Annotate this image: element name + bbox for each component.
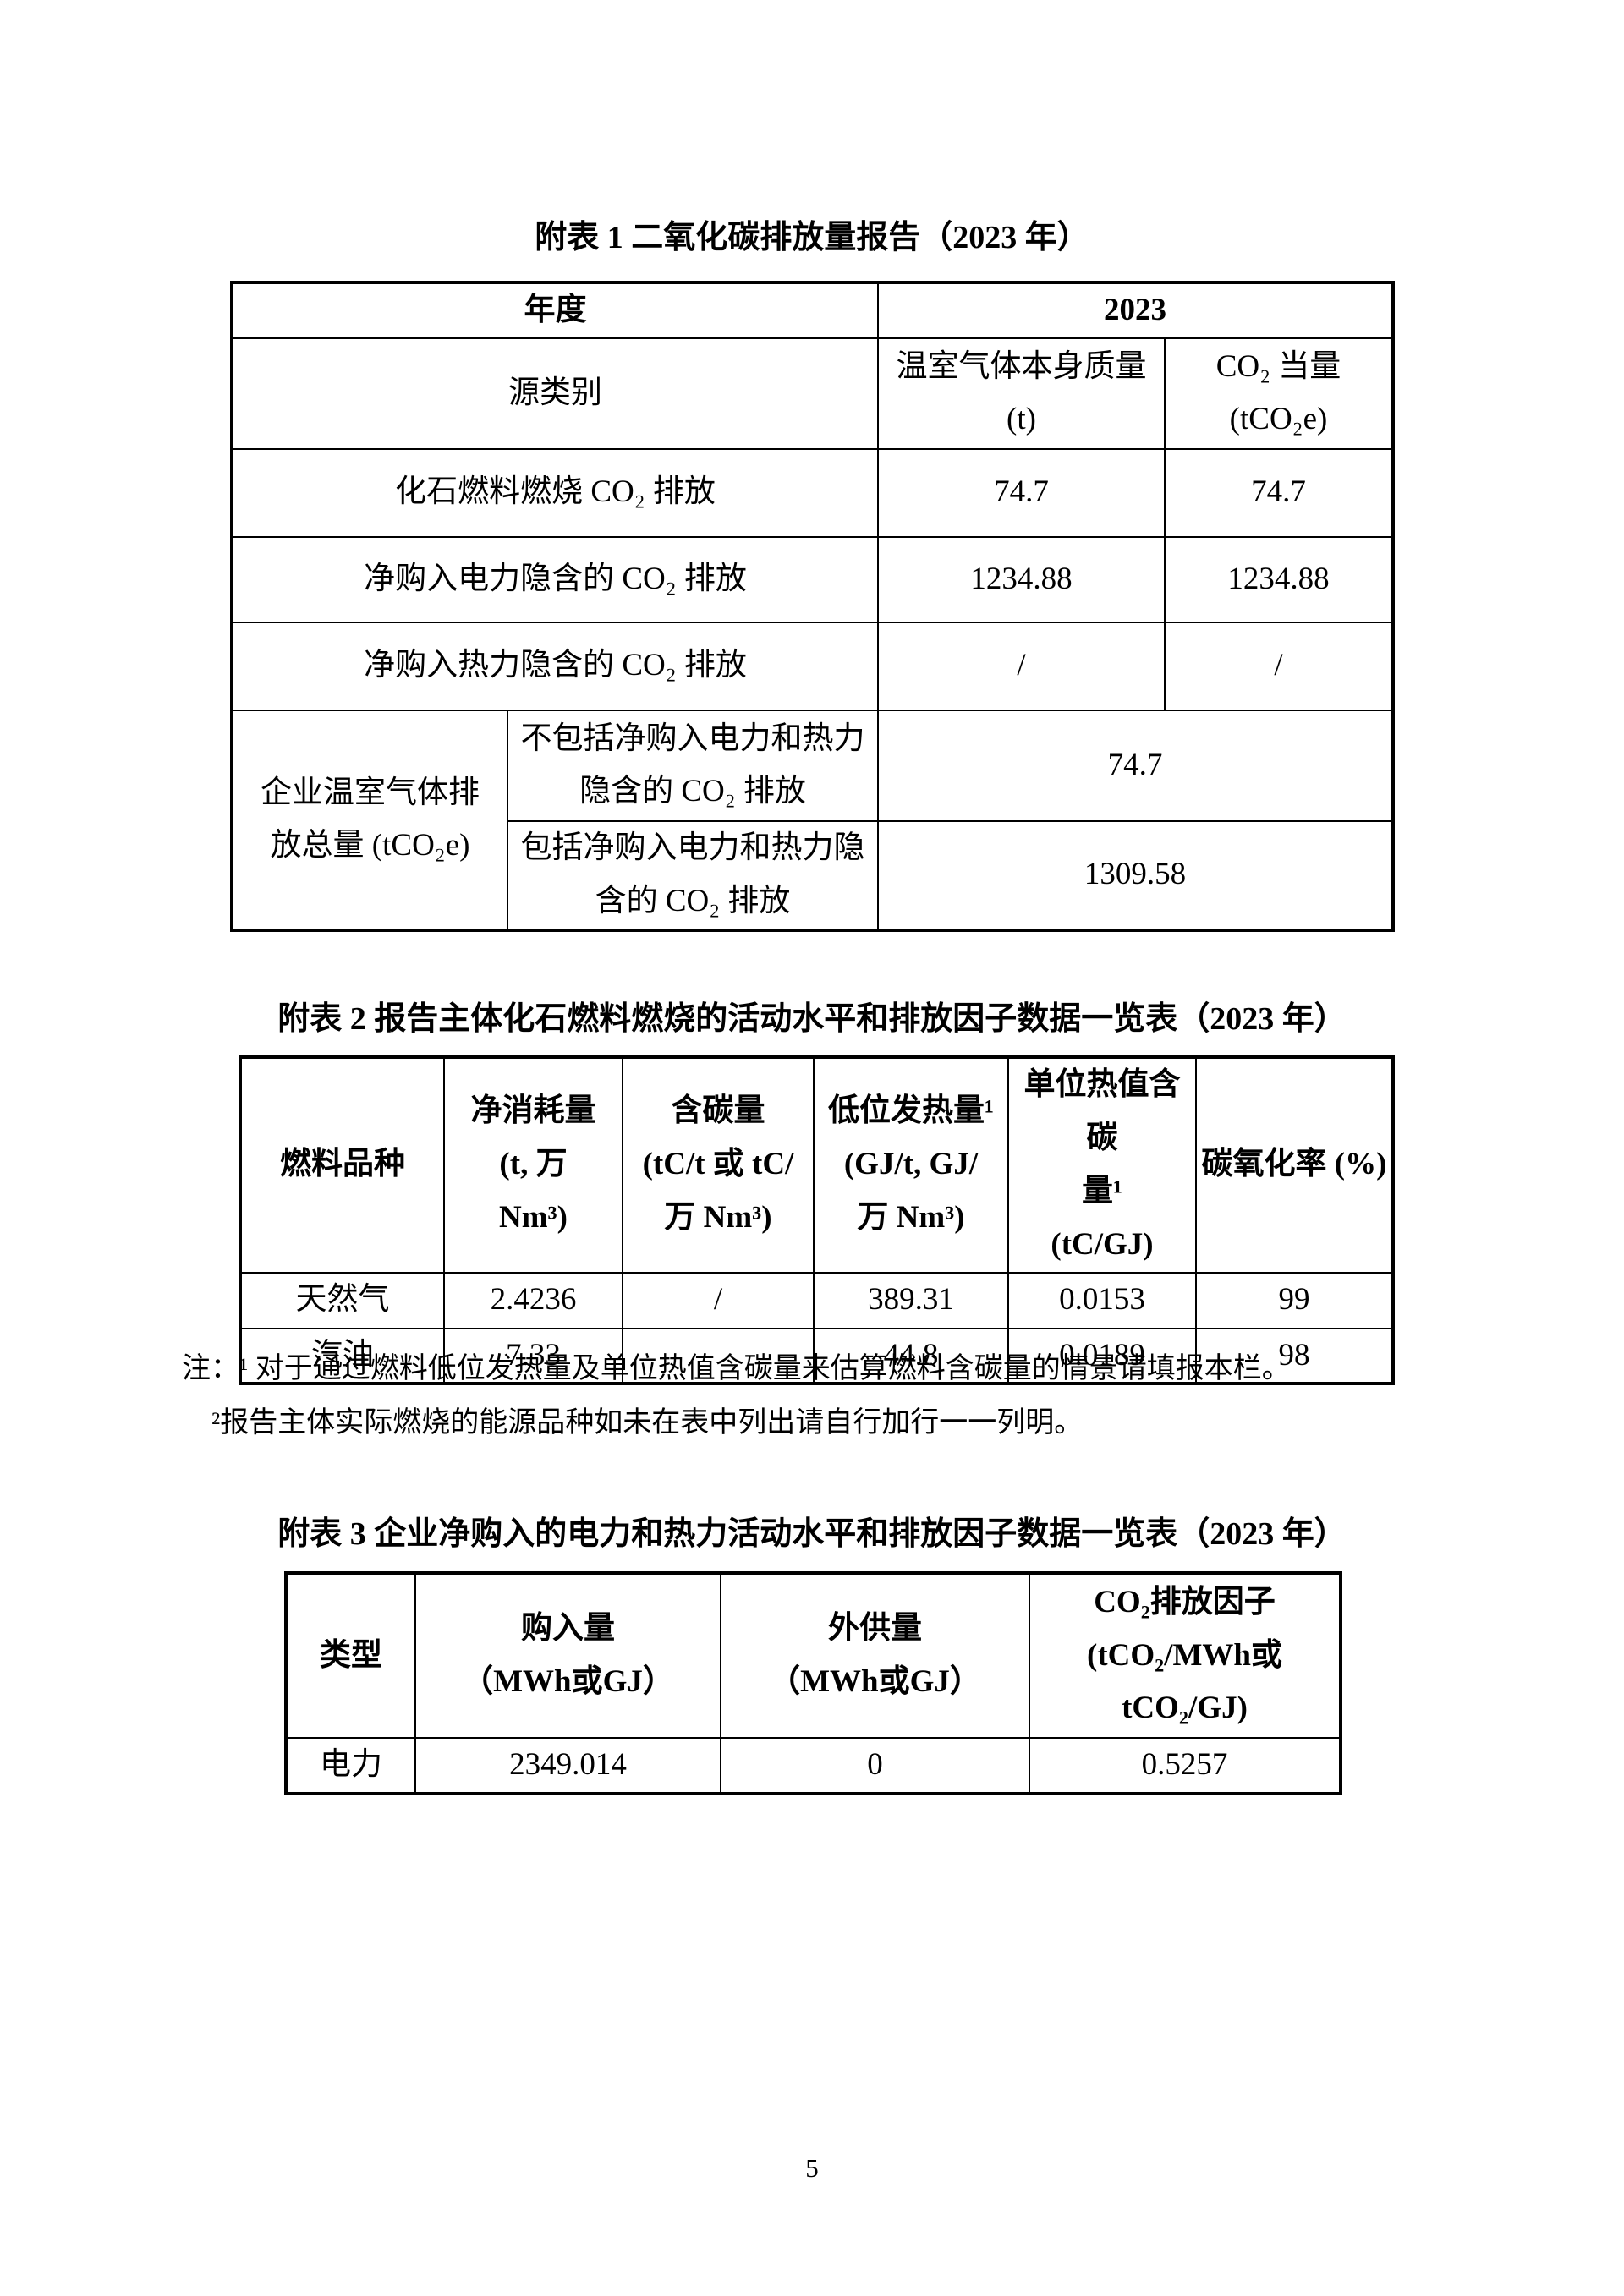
table3-electricity-row: 电力 2349.014 0 0.5257 [285, 1737, 1341, 1795]
table1-co2-emissions-report: 年度 2023 源类别 温室气体本身质量 (t) CO₂ 当量 (tCO₂e) … [230, 281, 1395, 932]
table3-exported-header-cell: 外供量 （MWh或GJ） [720, 1572, 1030, 1739]
page-number: 5 [805, 2153, 819, 2183]
table3-title: 附表 3 企业净购入的电力和热力活动水平和排放因子数据一览表（2023 年） [277, 1516, 1347, 1552]
table2-carbon-content-cell [622, 1327, 815, 1385]
table3-purchased-energy-data: 类型 购入量 （MWh或GJ） 外供量 （MWh或GJ） CO₂排放因子 (tC… [284, 1571, 1342, 1795]
table2-fuel-cell: 汽油 [239, 1327, 445, 1385]
table1-total-excl-value-cell: 74.7 [877, 709, 1394, 822]
table1-year-row: 年度 2023 [231, 282, 1394, 339]
table1-title: 附表 1 二氧化碳排放量报告（2023 年） [535, 220, 1089, 255]
table1-purchased-heat-row: 净购入热力隐含的 CO₂ 排放 / / [231, 621, 1394, 711]
table2-header-row: 燃料品种 净消耗量 (t, 万 Nm³) 含碳量 (tC/t 或 tC/ 万 N… [239, 1056, 1394, 1274]
table1-source-header-row: 源类别 温室气体本身质量 (t) CO₂ 当量 (tCO₂e) [231, 337, 1394, 450]
table2-oxidation-rate-header-cell: 碳氧化率 (%) [1195, 1056, 1394, 1274]
table2-carbon-per-heat-cell: 0.0153 [1007, 1271, 1197, 1329]
table3-type-header-cell: 类型 [285, 1572, 416, 1739]
table1-source-label-cell: 源类别 [231, 337, 879, 450]
table2-heat-value-cell: 44.8 [813, 1327, 1009, 1385]
table1-total-excl-row: 企业温室气体排 放总量 (tCO₂e) 不包括净购入电力和热力 隐含的 CO₂ … [231, 709, 1394, 931]
table2-carbon-per-heat-cell: 0.0189 [1007, 1327, 1197, 1385]
table1-eq-value-cell: 1234.88 [1164, 535, 1394, 623]
table1-row-label-cell: 净购入热力隐含的 CO₂ 排放 [231, 621, 879, 711]
table1-mass-value-cell: / [877, 621, 1166, 711]
table3-purchased-cell: 2349.014 [414, 1737, 721, 1795]
table2-heat-value-cell: 389.31 [813, 1271, 1009, 1329]
table2-consumption-header-cell: 净消耗量 (t, 万 Nm³) [443, 1056, 623, 1274]
table2-footnote-2: ²报告主体实际燃烧的能源品种如未在表中列出请自行加行一一列明。 [211, 1407, 1084, 1438]
table3-emission-factor-cell: 0.5257 [1029, 1737, 1341, 1795]
table2-fossil-fuel-activity-data: 燃料品种 净消耗量 (t, 万 Nm³) 含碳量 (tC/t 或 tC/ 万 N… [239, 1055, 1395, 1386]
table1-total-incl-label-cell: 包括净购入电力和热力隐 含的 CO₂ 排放 [507, 819, 879, 931]
table1-eq-value-cell: 74.7 [1164, 447, 1394, 538]
table1-mass-value-cell: 74.7 [877, 447, 1166, 538]
table2-natural-gas-row: 天然气 2.4236 / 389.31 0.0153 99 [239, 1271, 1394, 1329]
table1-eq-value-cell: / [1164, 621, 1394, 711]
table2-gasoline-row: 汽油 7.33 44.8 0.0189 98 [239, 1327, 1394, 1385]
table1-year-label-cell: 年度 [231, 282, 879, 339]
table2-oxidation-rate-cell: 99 [1195, 1271, 1394, 1329]
table1-ghg-mass-header-cell: 温室气体本身质量 (t) [877, 337, 1166, 450]
table1-total-excl-label-cell: 不包括净购入电力和热力 隐含的 CO₂ 排放 [507, 709, 879, 822]
table3-type-cell: 电力 [285, 1737, 416, 1795]
table2-oxidation-rate-cell: 98 [1195, 1327, 1394, 1385]
table1-year-value-cell: 2023 [877, 282, 1394, 339]
table2-title: 附表 2 报告主体化石燃料燃烧的活动水平和排放因子数据一览表（2023 年） [277, 1001, 1347, 1037]
table3-header-row: 类型 购入量 （MWh或GJ） 外供量 （MWh或GJ） CO₂排放因子 (tC… [285, 1572, 1341, 1739]
table3-exported-cell: 0 [720, 1737, 1030, 1795]
table1-mass-value-cell: 1234.88 [877, 535, 1166, 623]
table2-consumption-cell: 7.33 [443, 1327, 623, 1385]
table2-heat-value-header-cell: 低位发热量¹ (GJ/t, GJ/ 万 Nm³) [813, 1056, 1009, 1274]
table2-consumption-cell: 2.4236 [443, 1271, 623, 1329]
table3-emission-factor-header-cell: CO₂排放因子 (tCO₂/MWh或 tCO₂/GJ) [1029, 1572, 1341, 1739]
table1-total-label-cell: 企业温室气体排 放总量 (tCO₂e) [231, 709, 508, 931]
table2-carbon-per-heat-header-cell: 单位热值含碳 量¹ (tC/GJ) [1007, 1056, 1197, 1274]
table2-carbon-content-header-cell: 含碳量 (tC/t 或 tC/ 万 Nm³) [622, 1056, 815, 1274]
table2-fuel-header-cell: 燃料品种 [239, 1056, 445, 1274]
table1-row-label-cell: 净购入电力隐含的 CO₂ 排放 [231, 535, 879, 623]
table1-fossil-fuel-row: 化石燃料燃烧 CO₂ 排放 74.7 74.7 [231, 447, 1394, 538]
table3-purchased-header-cell: 购入量 （MWh或GJ） [414, 1572, 721, 1739]
table1-co2-eq-header-cell: CO₂ 当量 (tCO₂e) [1164, 337, 1394, 450]
table1-total-incl-value-cell: 1309.58 [877, 819, 1394, 931]
table1-total-incl-row: 包括净购入电力和热力隐 含的 CO₂ 排放 1309.58 [232, 819, 1394, 931]
table2-carbon-content-cell: / [622, 1271, 815, 1329]
table2-footnote-1: 注：¹ 对于通过燃料低位发热量及单位热值含碳量来估算燃料含碳量的情景请填报本栏。 [182, 1353, 1291, 1384]
table1-purchased-electricity-row: 净购入电力隐含的 CO₂ 排放 1234.88 1234.88 [231, 535, 1394, 623]
table1-row-label-cell: 化石燃料燃烧 CO₂ 排放 [231, 447, 879, 538]
table2-fuel-cell: 天然气 [239, 1271, 445, 1329]
